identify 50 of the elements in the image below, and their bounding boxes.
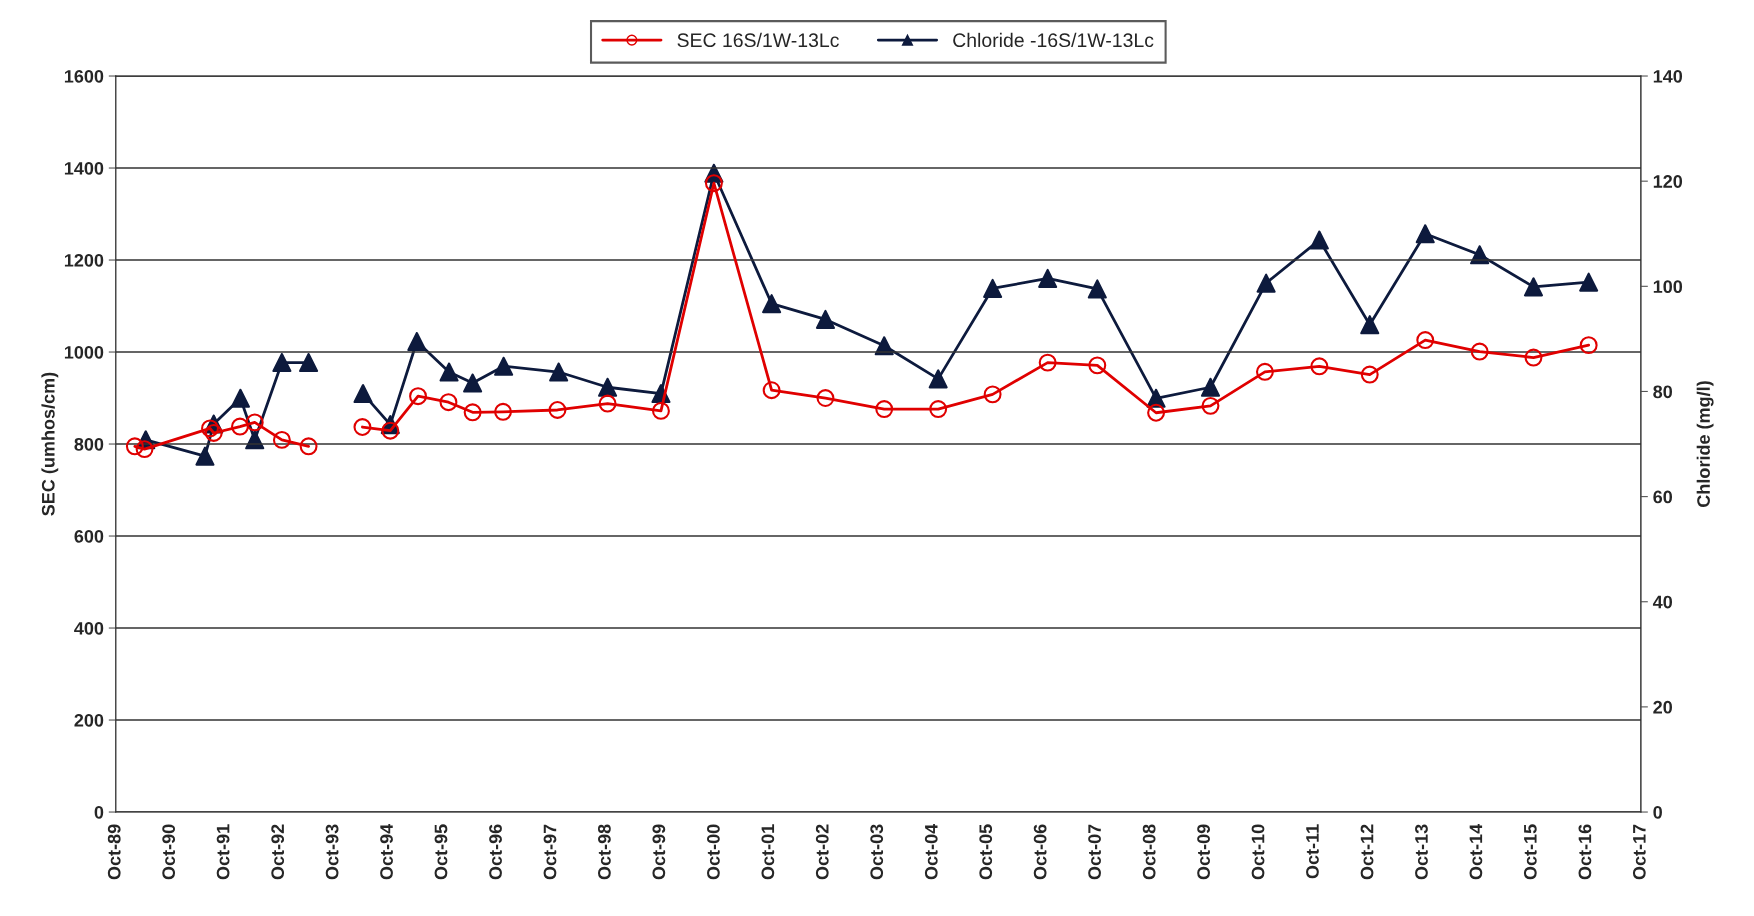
x-tick-label: Oct-14 [1469, 823, 1483, 880]
x-tick-label: Oct-06 [1033, 824, 1047, 880]
x-tick-label: Oct-00 [707, 824, 720, 880]
x-tick-label: Oct-05 [979, 824, 993, 880]
y2-tick-label: 140 [1653, 69, 1683, 83]
x-tick-label: Oct-93 [325, 824, 339, 880]
y-tick-label: 1000 [64, 345, 104, 359]
y2-tick-label: 0 [1653, 805, 1662, 819]
x-tick-label: Oct-11 [1306, 824, 1319, 879]
y2-tick-label: 120 [1653, 175, 1683, 188]
y2-tick-label: 60 [1653, 490, 1673, 504]
x-tick-label: Oct-07 [1088, 824, 1101, 880]
x-tick-label: Oct-16 [1578, 824, 1592, 880]
y-tick-label: 0 [94, 805, 104, 819]
x-tick-label: Oct-15 [1523, 824, 1537, 880]
x-tick-label: Oct-04 [924, 823, 938, 880]
y-tick-label: 1400 [64, 161, 104, 175]
y2-axis-title: Chloride (mg/l) [1696, 381, 1714, 507]
x-tick-label: Oct-90 [162, 824, 176, 880]
x-tick-label: Oct-02 [815, 824, 829, 880]
x-tick-label: Oct-13 [1415, 824, 1428, 880]
y-tick-label: 1600 [64, 69, 104, 83]
y2-tick-label: 80 [1653, 385, 1673, 399]
x-tick-label: Oct-97 [543, 824, 557, 880]
x-tick-label: Oct-94 [380, 823, 393, 880]
x-tick-label: Oct-17 [1632, 824, 1646, 880]
x-tick-label: Oct-12 [1360, 824, 1374, 880]
x-tick-label: Oct-89 [107, 824, 121, 880]
x-tick-label: Oct-03 [870, 824, 884, 880]
x-tick-label: Oct-99 [652, 824, 666, 880]
y2-tick-label: 100 [1653, 280, 1683, 294]
x-tick-label: Oct-91 [216, 824, 230, 880]
legend-label: Chloride -16S/1W-13Lc [953, 32, 1154, 48]
legend-label: SEC 16S/1W-13Lc [677, 32, 839, 48]
y2-tick-label: 20 [1653, 700, 1673, 714]
x-tick-label: Oct-01 [761, 824, 775, 880]
y-axis-title: SEC (umhos/cm) [41, 372, 59, 516]
y-tick-label: 200 [74, 713, 104, 727]
x-tick-label: Oct-09 [1197, 824, 1210, 880]
y-tick-label: 800 [74, 437, 104, 451]
y-tick-label: 400 [74, 621, 104, 635]
x-tick-label: Oct-96 [489, 824, 502, 880]
x-tick-label: Oct-10 [1251, 824, 1265, 880]
x-tick-label: Oct-92 [271, 824, 285, 880]
y2-tick-label: 40 [1652, 595, 1673, 609]
y-tick-label: 1200 [64, 253, 104, 267]
x-tick-label: Oct-98 [598, 824, 611, 880]
x-tick-label: Oct-95 [434, 824, 448, 880]
y-tick-label: 600 [74, 529, 104, 543]
x-tick-label: Oct-08 [1142, 824, 1156, 880]
